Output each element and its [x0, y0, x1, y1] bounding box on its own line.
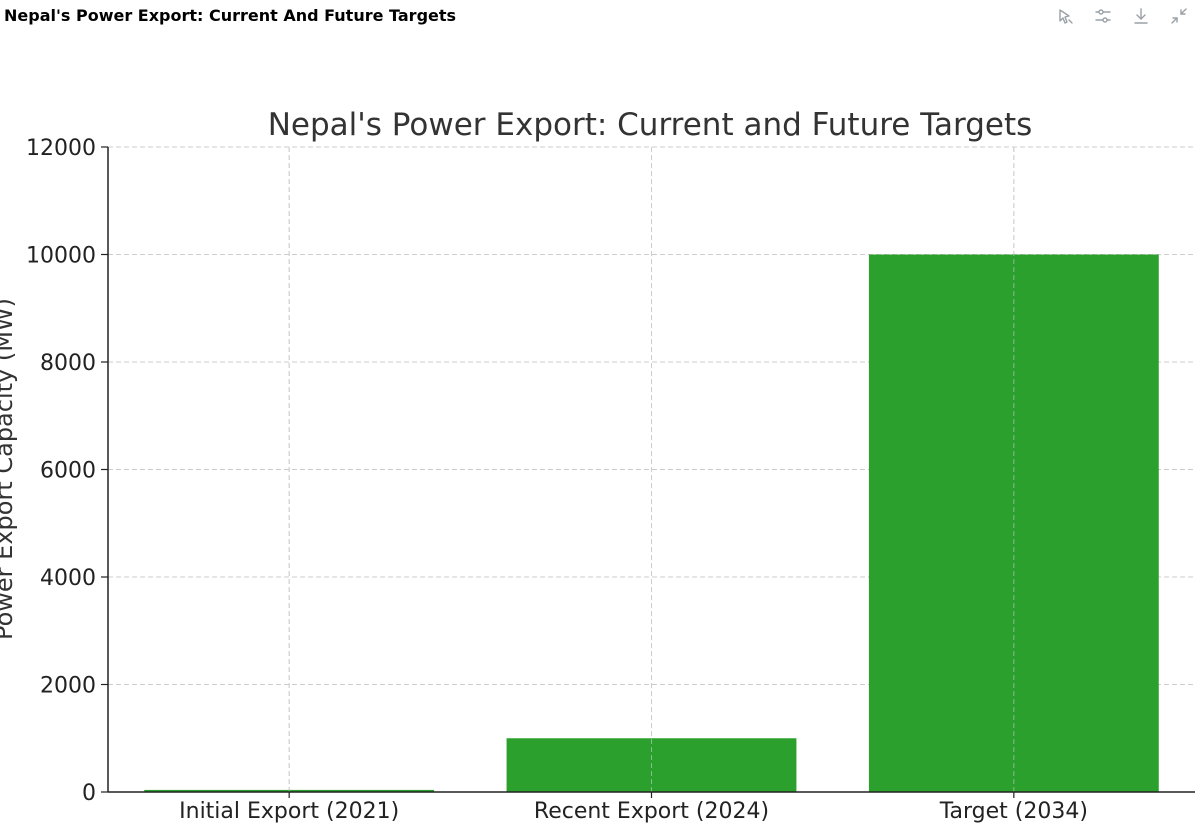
x-tick-labels: Initial Export (2021) Recent Export (2024…: [179, 799, 1088, 824]
settings-button[interactable]: [1092, 5, 1114, 27]
chart-header-title: Nepal's Power Export: Current And Future…: [4, 6, 457, 25]
chart-toolbar: [1054, 5, 1190, 27]
pin-chart-icon: [1059, 9, 1073, 24]
y-axis-label: Power Export Capacity (MW): [0, 298, 18, 640]
chart-header: Nepal's Power Export: Current And Future…: [0, 0, 1200, 36]
y-tick-label: 6000: [40, 459, 96, 484]
settings-sliders-icon: [1095, 9, 1111, 23]
x-tick-label: Target (2034): [939, 799, 1088, 824]
download-icon: [1134, 8, 1148, 24]
y-tick-label: 8000: [40, 351, 96, 376]
axes: [101, 146, 1195, 798]
y-tick-label: 10000: [26, 244, 96, 269]
chart-title: Nepal's Power Export: Current and Future…: [268, 107, 1033, 143]
y-tick-label: 4000: [40, 566, 96, 591]
y-tick-label: 0: [82, 781, 96, 806]
y-tick-label: 12000: [26, 136, 96, 161]
collapse-button[interactable]: [1168, 5, 1190, 27]
download-button[interactable]: [1130, 5, 1152, 27]
y-tick-labels: 0 2000 4000 6000 8000 10000 12000: [26, 136, 96, 806]
collapse-icon: [1171, 8, 1187, 24]
x-tick-label: Recent Export (2024): [534, 799, 769, 824]
pin-chart-button[interactable]: [1054, 5, 1076, 27]
y-tick-label: 2000: [40, 674, 96, 699]
x-tick-label: Initial Export (2021): [179, 799, 399, 824]
